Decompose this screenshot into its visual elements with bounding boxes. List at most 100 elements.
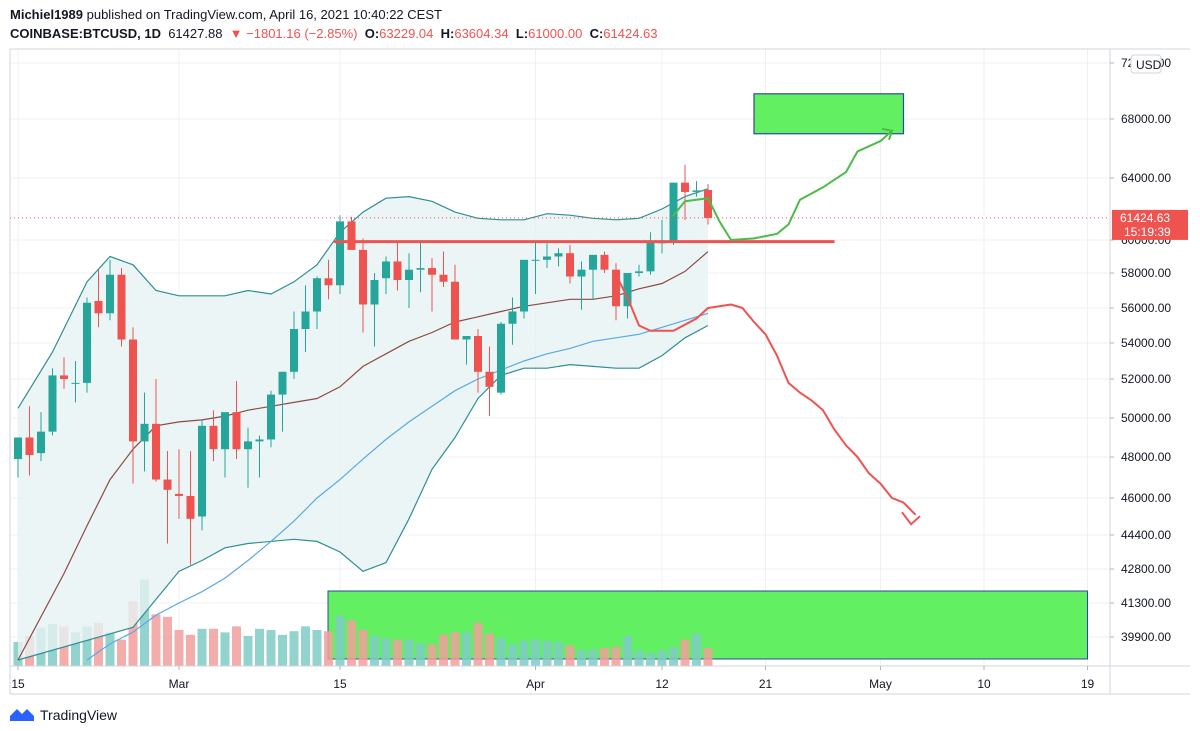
volume-bar: [404, 639, 414, 666]
candle-body: [336, 221, 344, 286]
volume-bar: [450, 632, 460, 666]
candle-body: [462, 336, 471, 340]
candle-body: [623, 273, 632, 307]
candle-body: [106, 274, 114, 314]
open-value: 63229.04: [379, 26, 434, 41]
candle-body: [37, 431, 45, 454]
author-name[interactable]: Michiel1989: [10, 7, 83, 22]
candle-body: [485, 371, 494, 387]
volume-bar: [427, 644, 437, 666]
candle-body: [94, 301, 103, 314]
volume-bar: [232, 626, 241, 666]
price-tick-label: 64000.00: [1121, 171, 1171, 185]
volume-bar: [473, 622, 483, 666]
current-price-label: 61424.63: [1120, 211, 1170, 225]
candle-body: [646, 241, 655, 272]
candle-body: [416, 268, 425, 270]
current-price-badge: [1112, 209, 1188, 240]
candle-body: [129, 339, 137, 442]
candle-body: [48, 375, 57, 432]
candle-body: [347, 221, 356, 250]
volume-bar: [611, 646, 621, 666]
candle-body: [175, 493, 183, 496]
candle-body: [566, 253, 574, 277]
volume-bar: [669, 646, 678, 666]
candle-body: [382, 261, 390, 279]
volume-bar: [393, 639, 402, 666]
bullish-path-arrow: [672, 129, 893, 241]
bullish-arrowhead: [881, 127, 894, 141]
price-tick-label: 39900.00: [1121, 630, 1171, 644]
volume-bar: [128, 601, 138, 666]
moving-average-long-line: [86, 312, 709, 661]
candle-body: [290, 329, 298, 372]
volume-bar: [289, 631, 299, 666]
price-tick-label: 52000.00: [1121, 372, 1171, 386]
symbol-name[interactable]: COINBASE:BTCUSD, 1D: [10, 26, 161, 41]
time-tick-label: 10: [977, 677, 991, 691]
candle-body: [520, 259, 528, 312]
volume-bar: [82, 626, 92, 666]
candle-body: [635, 271, 643, 273]
price-tick-label: 44400.00: [1121, 528, 1171, 542]
volume-bar: [358, 630, 368, 666]
candle-body: [554, 253, 563, 257]
volume-bar: [335, 615, 345, 666]
candle-body: [163, 479, 172, 490]
candle-body: [278, 371, 287, 395]
volume-bar: [370, 636, 379, 666]
candle-body: [508, 311, 517, 324]
high-label: H:: [440, 26, 455, 41]
candle-body: [428, 268, 436, 275]
tradingview-logo-icon: [10, 709, 34, 721]
candle-body: [83, 302, 91, 383]
candle-body: [612, 269, 620, 307]
price-tick-label: 58000.00: [1121, 266, 1171, 280]
candle-body: [244, 441, 252, 450]
volume-bar: [496, 638, 506, 666]
candle-body: [439, 274, 448, 282]
candle-body: [370, 280, 379, 305]
time-tick-label: 21: [759, 677, 773, 691]
last-price: 61427.88: [168, 26, 223, 41]
volume-bar: [531, 639, 540, 666]
volume-bar: [600, 648, 609, 666]
volume-bar: [140, 579, 149, 666]
volume-bar: [554, 642, 563, 666]
candle-body: [669, 182, 678, 242]
volume-bar: [508, 644, 517, 666]
candle-body: [14, 437, 22, 460]
candle-body: [301, 311, 310, 329]
candle-body: [393, 261, 402, 280]
volume-bar: [381, 638, 391, 666]
target-zone-box: [753, 93, 905, 135]
tradingview-branding[interactable]: TradingView: [10, 707, 117, 723]
candle-body: [25, 437, 34, 456]
volume-bar: [680, 639, 690, 666]
candle-body: [152, 423, 160, 480]
currency-label[interactable]: USD: [1136, 58, 1162, 72]
price-tick-label: 46000.00: [1121, 491, 1171, 505]
volume-bar: [646, 652, 655, 666]
candle-body: [186, 495, 195, 519]
candle-body: [209, 425, 218, 450]
time-tick-label: May: [869, 677, 892, 691]
volume-bar: [197, 628, 207, 666]
price-tick-label: 56000.00: [1121, 301, 1171, 315]
volume-bar: [209, 628, 218, 666]
candle-body: [324, 278, 333, 286]
volume-bar: [278, 634, 287, 666]
time-tick-label: 15: [333, 677, 347, 691]
candle-body: [451, 281, 459, 340]
bollinger-upper-line: [17, 188, 709, 409]
countdown-label: 15:19:39: [1124, 225, 1171, 239]
candle-body: [543, 256, 551, 260]
volume-bar: [117, 639, 126, 666]
low-value: 61000.00: [528, 26, 583, 41]
time-tick-label: 19: [1081, 677, 1095, 691]
volume-bar: [163, 616, 172, 666]
volume-bar: [71, 632, 80, 666]
volume-bar: [312, 630, 322, 666]
volume-bar: [416, 643, 425, 666]
